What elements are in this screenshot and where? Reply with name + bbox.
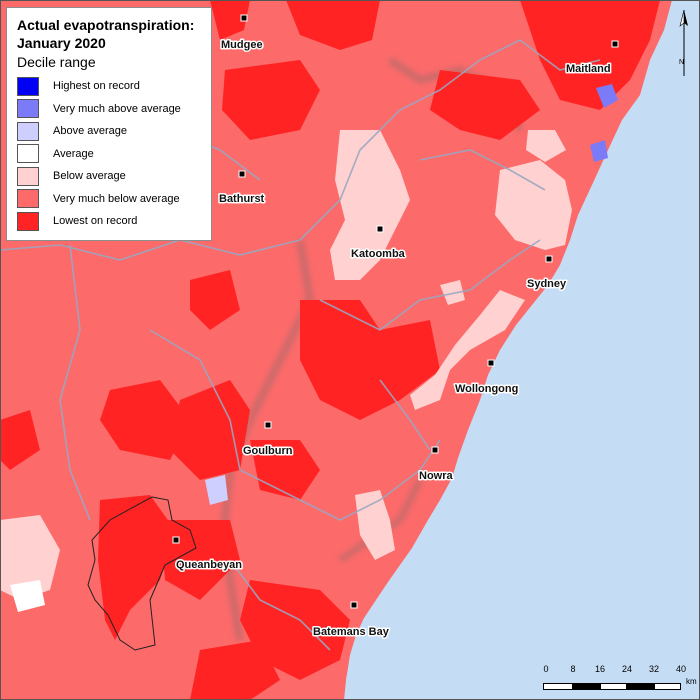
scale-tick-40: 40 xyxy=(675,664,687,674)
scale-tick-24: 24 xyxy=(621,664,633,674)
town-label-goulburn: Goulburn xyxy=(243,445,293,457)
town-marker-batemans-bay xyxy=(350,601,358,609)
legend-label-average: Average xyxy=(53,147,94,160)
scale-segment-1 xyxy=(543,683,573,690)
legend-subtitle: Decile range xyxy=(17,54,96,70)
town-marker-bathurst xyxy=(238,170,246,178)
north-label: N xyxy=(679,59,684,66)
legend-item-below: Below average xyxy=(17,165,211,188)
north-arrow-icon: N xyxy=(679,9,688,76)
town-label-nowra: Nowra xyxy=(419,470,454,482)
legend-label-above: Above average xyxy=(53,125,127,138)
legend-swatch-average xyxy=(17,144,39,164)
town-label-batemans-bay: Batemans Bay xyxy=(313,626,390,638)
legend-swatch-highest xyxy=(17,76,39,96)
scale-tick-32: 32 xyxy=(648,664,660,674)
scale-unit: km xyxy=(686,677,697,686)
scale-segment-5 xyxy=(654,683,681,690)
legend-swatch-lowest xyxy=(17,211,39,231)
legend-swatch-very-much-above xyxy=(17,99,39,119)
scale-segment-4 xyxy=(627,683,654,690)
legend-label-lowest: Lowest on record xyxy=(53,215,138,228)
town-marker-goulburn xyxy=(264,421,272,429)
scale-tick-0: 0 xyxy=(543,664,549,674)
act-border xyxy=(87,496,197,651)
town-marker-sydney xyxy=(545,255,553,263)
lowest-on-record-patches xyxy=(0,0,660,700)
legend-label-very-much-below: Very much below average xyxy=(53,192,180,205)
town-marker-queanbeyan xyxy=(172,536,180,544)
town-label-bathurst: Bathurst xyxy=(219,193,265,205)
legend-label-very-much-above: Very much above average xyxy=(53,102,181,115)
legend: Actual evapotranspiration: January 2020 … xyxy=(6,7,212,241)
legend-item-average: Average xyxy=(17,143,211,166)
scale-segment-2 xyxy=(573,683,600,690)
town-marker-maitland xyxy=(611,40,619,48)
legend-period: January 2020 xyxy=(17,35,106,51)
legend-title: Actual evapotranspiration: xyxy=(17,17,195,33)
legend-label-highest: Highest on record xyxy=(53,80,140,93)
town-label-queanbeyan: Queanbeyan xyxy=(176,559,242,571)
north-arrow: N xyxy=(677,8,691,78)
above-average-patches xyxy=(10,84,618,612)
legend-swatch-very-much-below xyxy=(17,189,39,209)
scale-tick-8: 8 xyxy=(570,664,576,674)
town-markers xyxy=(172,14,619,609)
legend-swatch-above xyxy=(17,121,39,141)
legend-item-very-much-above: Very much above average xyxy=(17,98,211,121)
town-label-sydney: Sydney xyxy=(527,278,567,290)
scale-bar: 0 8 16 24 32 40 km xyxy=(538,664,698,694)
town-label-maitland: Maitland xyxy=(566,63,611,75)
legend-swatch-below xyxy=(17,166,39,186)
town-marker-nowra xyxy=(431,446,439,454)
town-label-wollongong: Wollongong xyxy=(455,383,518,395)
town-marker-mudgee xyxy=(240,14,248,22)
legend-item-very-much-below: Very much below average xyxy=(17,188,211,211)
legend-item-lowest: Lowest on record xyxy=(17,210,211,233)
legend-label-below: Below average xyxy=(53,170,126,183)
scale-tick-16: 16 xyxy=(594,664,606,674)
legend-item-highest: Highest on record xyxy=(17,75,211,98)
scale-segment-3 xyxy=(600,683,627,690)
below-average-patches xyxy=(0,130,572,600)
town-label-mudgee: Mudgee xyxy=(221,39,263,51)
town-marker-katoomba xyxy=(376,225,384,233)
town-labels: Mudgee Maitland Bathurst Katoomba Sydney… xyxy=(175,38,613,640)
legend-item-above: Above average xyxy=(17,120,211,143)
town-label-katoomba: Katoomba xyxy=(351,248,406,260)
town-marker-wollongong xyxy=(487,359,495,367)
